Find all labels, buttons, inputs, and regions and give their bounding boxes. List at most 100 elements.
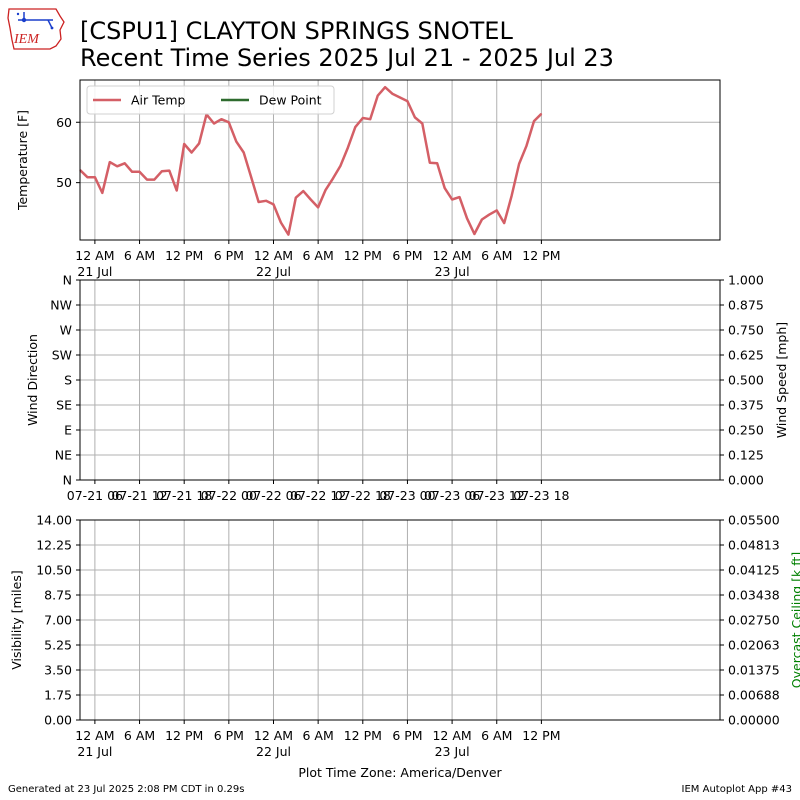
x-tick-label: 6 AM <box>124 728 155 743</box>
air-temp-point <box>339 165 342 167</box>
y2-tick-label: 0.875 <box>728 298 764 313</box>
x-tick-date-label: 23 Jul <box>435 744 470 759</box>
y-tick-label: 50 <box>56 175 72 190</box>
x-tick-date-label: 21 Jul <box>77 264 112 279</box>
air-temp-point <box>94 176 96 178</box>
x-tick-date-label: 21 Jul <box>77 744 112 759</box>
air-temp-point <box>540 113 543 115</box>
y2-tick-label: 0.05500 <box>728 513 780 528</box>
air-temp-point <box>86 176 88 178</box>
generated-footer: Generated at 23 Jul 2025 2:08 PM CDT in … <box>8 784 245 795</box>
y-axis-label: Wind Direction <box>25 334 40 426</box>
x-tick-label: 6 PM <box>214 248 244 263</box>
air-temp-point <box>533 120 535 122</box>
x-tick-label: 07-22 06 <box>245 488 301 503</box>
y-tick-label: 60 <box>56 115 72 130</box>
air-temp-point <box>101 192 103 194</box>
x-tick-label: 12 PM <box>165 248 203 263</box>
y-tick-label: 7.00 <box>44 613 72 628</box>
air-temp-point <box>347 147 349 149</box>
air-temp-point <box>295 197 297 199</box>
y-tick-label: 3.50 <box>44 663 72 678</box>
plot-frame <box>79 79 721 241</box>
plot-frame <box>79 519 721 721</box>
x-tick-label: 6 PM <box>392 248 422 263</box>
y2-axis-label: Overcast Ceiling [k ft] <box>789 552 800 688</box>
y-tick-label: W <box>60 323 72 338</box>
air-temp-point <box>488 214 490 216</box>
x-tick-label: 12 AM <box>432 248 471 263</box>
y2-tick-label: 0.250 <box>728 423 764 438</box>
y-tick-label: SE <box>56 398 72 413</box>
air-temp-point <box>392 93 394 95</box>
x-tick-label: 12 AM <box>75 248 114 263</box>
y2-tick-label: 0.375 <box>728 398 764 413</box>
x-tick-date-label: 22 Jul <box>256 264 291 279</box>
air-temp-point <box>325 189 327 191</box>
air-temp-point <box>310 198 312 201</box>
air-temp-point <box>496 209 498 211</box>
x-tick-label: 07-23 18 <box>513 488 569 503</box>
iowa-outline <box>7 8 65 50</box>
y-tick-label: E <box>64 423 72 438</box>
air-temp-point <box>406 100 408 102</box>
air-temp-point <box>183 143 185 145</box>
y-tick-label: N <box>63 473 72 488</box>
air-temp-point <box>161 170 163 172</box>
legend-label-air-temp: Air Temp <box>131 93 186 108</box>
x-tick-label: 12 PM <box>344 248 382 263</box>
air-temp-point <box>511 195 513 197</box>
y-tick-label: 0.00 <box>44 713 72 728</box>
logo-text: IEM <box>13 32 40 47</box>
x-tick-label: 12 PM <box>165 728 203 743</box>
x-tick-label: 6 PM <box>214 728 244 743</box>
air-temp-point <box>138 171 141 173</box>
plot-frame <box>79 279 721 481</box>
air-temp-point <box>235 141 237 143</box>
air-temp-point <box>429 162 431 164</box>
y-tick-label: 8.75 <box>44 588 72 603</box>
legend-box <box>86 85 335 115</box>
y2-tick-label: 0.00688 <box>728 688 780 703</box>
air-temp-point <box>399 96 401 99</box>
x-tick-label: 07-23 06 <box>424 488 480 503</box>
air-temp-point <box>354 126 356 128</box>
air-temp-point <box>525 145 528 147</box>
x-tick-label: 6 PM <box>392 728 422 743</box>
air-temp-point <box>473 233 475 235</box>
y2-tick-label: 0.04125 <box>728 563 780 578</box>
air-temp-point <box>272 203 275 205</box>
air-temp-point <box>131 171 133 173</box>
air-temp-point <box>146 179 148 181</box>
air-temp-point <box>436 162 438 164</box>
x-tick-label: 6 AM <box>481 248 512 263</box>
legend-label-dew-point: Dew Point <box>259 93 322 108</box>
air-temp-point <box>414 116 416 118</box>
y2-tick-label: 0.000 <box>728 473 764 488</box>
chart-subtitle: Recent Time Series 2025 Jul 21 - 2025 Ju… <box>80 44 614 72</box>
y-axis-label: Visibility [miles] <box>9 570 24 669</box>
x-axis-label: Plot Time Zone: America/Denver <box>298 765 502 780</box>
y2-tick-label: 0.02063 <box>728 638 780 653</box>
air-temp-point <box>332 177 334 179</box>
x-tick-date-label: 23 Jul <box>435 264 470 279</box>
y2-tick-label: 0.625 <box>728 348 764 363</box>
air-temp-point <box>228 121 230 123</box>
air-temp-point <box>191 151 193 154</box>
air-temp-point <box>250 176 252 178</box>
wind-panel: N 0.000 NE 0.125 E 0.250 SE 0.375 S 0.500 SW 0.625 W… <box>25 273 789 504</box>
y-tick-label: S <box>64 373 72 388</box>
air-temp-point <box>518 163 520 165</box>
air-temp-point <box>503 222 505 224</box>
y2-tick-label: 0.125 <box>728 448 764 463</box>
y2-tick-label: 0.750 <box>728 323 764 338</box>
air-temp-point <box>481 218 483 221</box>
x-tick-label: 12 AM <box>254 248 293 263</box>
air-temp-point <box>466 217 468 219</box>
y-tick-label: 14.00 <box>36 513 72 528</box>
air-temp-point <box>213 122 215 125</box>
y2-tick-label: 0.500 <box>728 373 764 388</box>
chart-title: [CSPU1] CLAYTON SPRINGS SNOTEL <box>80 17 513 45</box>
air-temp-point <box>265 200 267 202</box>
x-tick-label: 07-22 18 <box>335 488 391 503</box>
